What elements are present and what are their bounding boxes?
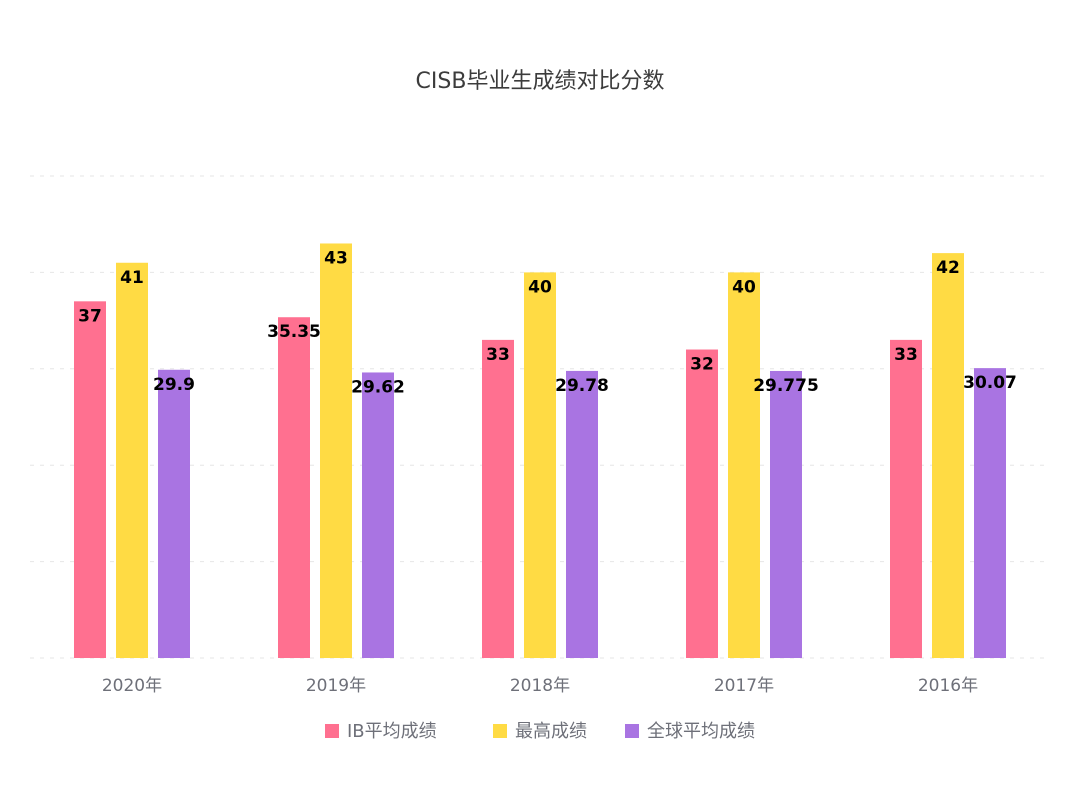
bar xyxy=(74,301,106,658)
bars xyxy=(74,243,1006,659)
x-tick-label: 2019年 xyxy=(306,676,366,696)
bar xyxy=(974,368,1006,658)
bar xyxy=(320,243,352,659)
x-tick-label: 2017年 xyxy=(714,676,774,696)
data-label: 29.62 xyxy=(351,377,405,397)
bar xyxy=(158,369,190,658)
data-label: 29.775 xyxy=(753,376,819,396)
bar xyxy=(566,370,598,658)
bar xyxy=(770,370,802,658)
data-label: 32 xyxy=(690,355,714,375)
data-label: 33 xyxy=(486,345,510,365)
data-label: 30.07 xyxy=(963,373,1017,393)
legend-item[interactable]: 全球平均成绩 xyxy=(625,721,755,742)
data-label: 33 xyxy=(894,345,918,365)
x-tick-label: 2020年 xyxy=(102,676,162,696)
x-axis: 2020年 2019年 2018年 2017年 2016年 xyxy=(102,676,978,696)
data-labels: 37 41 29.9 35.35 43 29.62 33 40 29.78 32 40 29.775 3… xyxy=(78,248,1017,397)
bar xyxy=(278,317,310,658)
data-label: 42 xyxy=(936,258,960,278)
legend-swatch xyxy=(625,724,639,738)
data-label: 35.35 xyxy=(267,322,321,342)
bar xyxy=(890,339,922,658)
bar xyxy=(524,272,556,658)
chart-title: CISB毕业生成绩对比分数 xyxy=(416,69,665,94)
legend-item[interactable]: 最高成绩 xyxy=(493,721,587,742)
bar xyxy=(728,272,760,658)
x-tick-label: 2018年 xyxy=(510,676,570,696)
data-label: 40 xyxy=(732,277,756,297)
legend: IB平均成绩 最高成绩 全球平均成绩 xyxy=(325,721,755,742)
x-tick-label: 2016年 xyxy=(918,676,978,696)
legend-swatch xyxy=(325,724,339,738)
bar xyxy=(116,262,148,658)
bar xyxy=(932,253,964,658)
bar xyxy=(482,339,514,658)
legend-item[interactable]: IB平均成绩 xyxy=(325,721,437,742)
data-label: 37 xyxy=(78,306,102,326)
legend-label: 最高成绩 xyxy=(515,721,587,742)
data-label: 29.9 xyxy=(153,375,195,395)
data-label: 29.78 xyxy=(555,376,609,396)
data-label: 40 xyxy=(528,277,552,297)
bar xyxy=(362,372,394,658)
legend-swatch xyxy=(493,724,507,738)
data-label: 43 xyxy=(324,248,348,268)
legend-label: 全球平均成绩 xyxy=(647,721,755,742)
legend-label: IB平均成绩 xyxy=(347,721,437,742)
bar xyxy=(686,349,718,658)
data-label: 41 xyxy=(120,268,144,288)
